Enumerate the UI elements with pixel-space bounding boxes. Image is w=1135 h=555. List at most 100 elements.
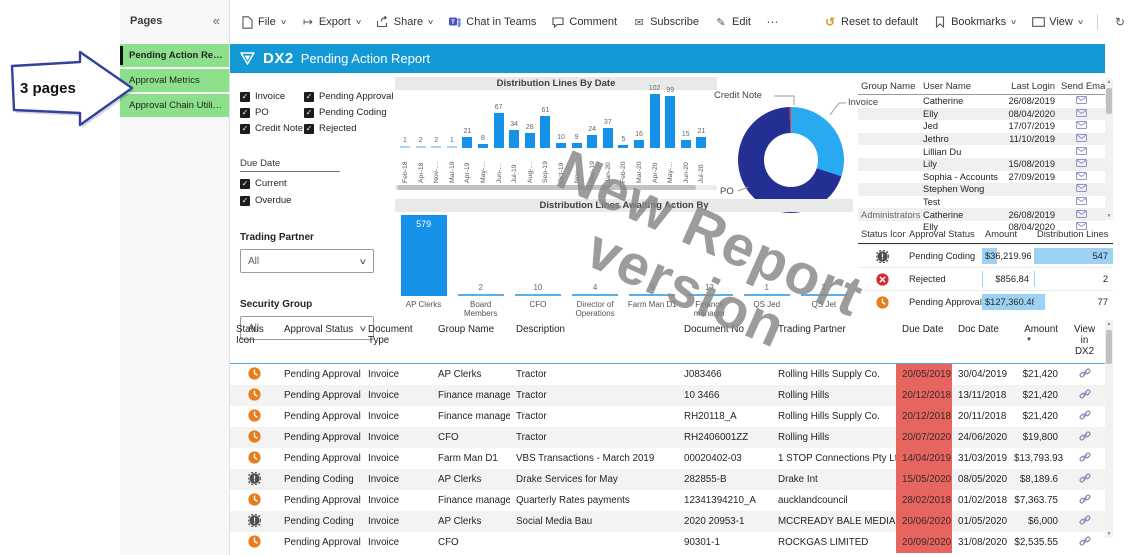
table-row[interactable]: Catherine26/08/2019 <box>858 95 1105 108</box>
bar-may[interactable] <box>665 96 675 148</box>
send-email-button[interactable] <box>1058 210 1105 220</box>
column-header-amount[interactable]: Amount▼ <box>1008 320 1064 364</box>
table-row[interactable]: Pending ApprovalInvoiceFarm Man D1VBS Tr… <box>230 448 1105 469</box>
more-button[interactable]: ⋯ <box>766 15 780 29</box>
column-header-document-type[interactable]: Document Type <box>362 320 432 364</box>
column-header-view-in-dx2[interactable]: View in DX2 <box>1064 320 1105 364</box>
bar-director-of-operations[interactable] <box>572 294 618 296</box>
bar-qs-jed[interactable] <box>744 294 790 296</box>
checkbox-pending-approval[interactable]: ✓Pending Approval <box>304 91 398 102</box>
bookmarks-button[interactable]: Bookmarks∨ <box>933 15 1016 29</box>
table-row[interactable]: Lily15/08/2019 <box>858 158 1105 171</box>
bar-nov[interactable] <box>572 143 582 148</box>
scroll-down-icon[interactable]: ▼ <box>1105 531 1113 537</box>
checkbox-invoice[interactable]: ✓Invoice <box>240 91 304 102</box>
file-button[interactable]: File∨ <box>240 15 286 29</box>
view-link-cell[interactable] <box>1064 448 1105 469</box>
reset-to-default-button[interactable]: ↺Reset to default <box>823 15 918 29</box>
subscribe-button[interactable]: ✉Subscribe <box>632 15 699 29</box>
column-header-approval-status[interactable]: Approval Status <box>278 320 362 364</box>
scroll-up-icon[interactable]: ▲ <box>1105 79 1113 85</box>
table-row[interactable]: Pending ApprovalInvoiceFinance managerTr… <box>230 385 1105 406</box>
checkbox-pending-coding[interactable]: ✓Pending Coding <box>304 107 398 118</box>
view-link-cell[interactable] <box>1064 511 1105 532</box>
view-link-cell[interactable] <box>1064 469 1105 490</box>
scroll-down-icon[interactable]: ▼ <box>1105 213 1113 219</box>
main-table-scrollbar[interactable]: ▲ ▼ <box>1105 320 1113 538</box>
scrollbar-thumb[interactable] <box>397 185 696 190</box>
checked-checkbox-icon[interactable]: ✓ <box>240 108 250 118</box>
scrollbar-thumb[interactable] <box>1106 88 1112 114</box>
bar-apr-19[interactable] <box>462 137 472 148</box>
table-row[interactable]: Pending ApprovalInvoiceAP ClerksTractorJ… <box>230 364 1105 386</box>
bar-nov[interactable] <box>431 146 441 148</box>
bar-jun-20[interactable] <box>681 140 691 148</box>
checkbox-overdue[interactable]: ✓Overdue <box>240 195 398 206</box>
collapse-sidebar-icon[interactable]: « <box>213 13 220 28</box>
donut-ring[interactable] <box>738 107 844 213</box>
checkbox-current[interactable]: ✓Current <box>240 178 398 189</box>
table-row[interactable]: Elly08/04/2020 <box>858 108 1105 121</box>
bar-apr-18[interactable] <box>416 146 426 148</box>
table-row[interactable]: Pending Approval$127,360.4877 <box>858 290 1113 313</box>
bar-mar-20[interactable] <box>634 140 644 148</box>
users-table-scrollbar[interactable]: ▲ ▼ <box>1105 78 1113 220</box>
table-row[interactable]: Pending ApprovalInvoiceFinance managerQu… <box>230 490 1105 511</box>
chat-in-teams-button[interactable]: TChat in Teams <box>448 15 536 29</box>
column-header-trading-partner[interactable]: Trading Partner <box>772 320 896 364</box>
checked-checkbox-icon[interactable]: ✓ <box>304 108 314 118</box>
bar-farm-man-d1[interactable] <box>629 294 675 296</box>
bar-sep-19[interactable] <box>540 116 550 148</box>
bar-jun[interactable] <box>494 113 504 148</box>
view-link-cell[interactable] <box>1064 364 1105 386</box>
scroll-up-icon[interactable]: ▲ <box>1105 321 1113 327</box>
table-row[interactable]: Rejected$856.842 <box>858 267 1113 290</box>
send-email-button[interactable] <box>1058 147 1105 157</box>
column-header-due-date[interactable]: Due Date <box>896 320 952 364</box>
table-row[interactable]: Pending ApprovalInvoiceCFOTractorRH24060… <box>230 427 1105 448</box>
column-header-doc-date[interactable]: Doc Date <box>952 320 1008 364</box>
table-row[interactable]: Sophia - Accounts27/09/2019 <box>858 171 1105 184</box>
column-header-document-no[interactable]: Document No <box>678 320 772 364</box>
checked-checkbox-icon[interactable]: ✓ <box>240 92 250 102</box>
send-email-button[interactable] <box>1058 184 1105 194</box>
table-row[interactable]: !Pending CodingInvoiceAP ClerksDrake Ser… <box>230 469 1105 490</box>
bar-feb-18[interactable] <box>400 146 410 148</box>
share-button[interactable]: Share∨ <box>376 15 433 29</box>
view-link-cell[interactable] <box>1064 532 1105 553</box>
bar-qs-jet[interactable] <box>801 294 847 296</box>
send-email-button[interactable] <box>1058 197 1105 207</box>
checked-checkbox-icon[interactable]: ✓ <box>304 92 314 102</box>
column-header-description[interactable]: Description <box>510 320 678 364</box>
checkbox-po[interactable]: ✓PO <box>240 107 304 118</box>
checkbox-rejected[interactable]: ✓Rejected <box>304 123 398 134</box>
chart-horizontal-scrollbar[interactable] <box>395 185 717 190</box>
send-email-button[interactable] <box>1058 121 1105 131</box>
table-row[interactable]: Stephen Wong <box>858 183 1105 196</box>
table-row[interactable]: Pending ApprovalInvoiceCFO90301-1ROCKGAS… <box>230 532 1105 553</box>
view-link-cell[interactable] <box>1064 427 1105 448</box>
trading-partner-dropdown[interactable]: All ∨ <box>240 249 374 273</box>
table-row[interactable]: Pending ApprovalInvoiceFinance managerTr… <box>230 406 1105 427</box>
send-email-button[interactable] <box>1058 96 1105 106</box>
bar-cfo[interactable] <box>515 294 561 296</box>
bar-jul-20[interactable] <box>696 137 706 148</box>
comment-button[interactable]: Comment <box>551 15 617 29</box>
export-button[interactable]: ↦Export∨ <box>301 15 361 29</box>
bar-aug[interactable] <box>525 133 535 148</box>
send-email-button[interactable] <box>1058 109 1105 119</box>
table-row[interactable]: !Pending CodingInvoiceAP ClerksSocial Me… <box>230 511 1105 532</box>
checked-checkbox-icon[interactable]: ✓ <box>240 179 250 189</box>
sort-descending-icon[interactable]: ▼ <box>1014 335 1058 343</box>
bar-board-members[interactable] <box>458 294 504 296</box>
send-email-button[interactable] <box>1058 159 1105 169</box>
bar-finance-manager[interactable] <box>687 294 733 296</box>
table-row[interactable]: Test <box>858 196 1105 209</box>
table-row[interactable]: Lillian Du <box>858 145 1105 158</box>
send-email-button[interactable] <box>1058 134 1105 144</box>
bar-jan-20[interactable] <box>603 128 613 148</box>
view-link-cell[interactable] <box>1064 490 1105 511</box>
checked-checkbox-icon[interactable]: ✓ <box>304 124 314 134</box>
scrollbar-thumb[interactable] <box>1106 330 1112 364</box>
bar-dec-19[interactable] <box>587 135 597 148</box>
